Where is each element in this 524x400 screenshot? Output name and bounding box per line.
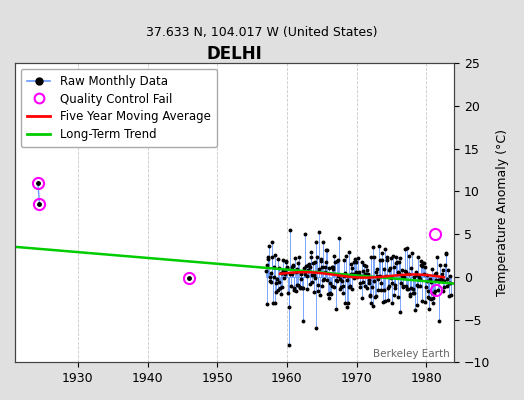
Text: Berkeley Earth: Berkeley Earth bbox=[373, 349, 450, 359]
Title: DELHI: DELHI bbox=[207, 45, 263, 63]
Legend: Raw Monthly Data, Quality Control Fail, Five Year Moving Average, Long-Term Tren: Raw Monthly Data, Quality Control Fail, … bbox=[21, 69, 216, 147]
Text: 37.633 N, 104.017 W (United States): 37.633 N, 104.017 W (United States) bbox=[146, 26, 378, 39]
Y-axis label: Temperature Anomaly (°C): Temperature Anomaly (°C) bbox=[496, 129, 509, 296]
